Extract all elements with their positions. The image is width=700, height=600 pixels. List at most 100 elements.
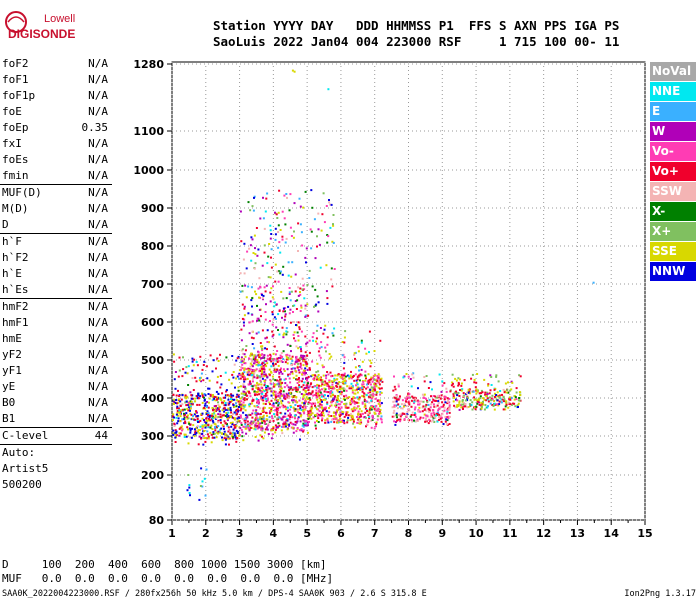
echo-point <box>300 306 303 309</box>
echo-point <box>175 431 178 434</box>
echo-point <box>191 417 194 420</box>
echo-point <box>405 397 408 400</box>
echo-point <box>274 409 277 412</box>
echo-point <box>318 410 321 413</box>
echo-point <box>333 327 336 330</box>
echo-point <box>266 398 269 401</box>
echo-point <box>282 265 285 268</box>
echo-point <box>201 394 204 397</box>
echo-point <box>401 407 404 410</box>
echo-point <box>300 304 303 307</box>
echo-point <box>201 392 204 395</box>
echo-point <box>288 418 291 421</box>
echo-point <box>457 377 460 380</box>
echo-point <box>336 421 339 424</box>
echo-point <box>255 227 258 229</box>
echo-point <box>349 376 352 379</box>
echo-point <box>447 415 450 418</box>
echo-point <box>172 413 175 416</box>
echo-point <box>297 358 300 361</box>
echo-point <box>480 392 483 395</box>
echo-point <box>231 437 234 440</box>
echo-point <box>341 412 344 415</box>
echo-point <box>471 408 474 411</box>
y-tick-label: 1100 <box>133 125 164 138</box>
echo-point <box>302 388 305 391</box>
echo-point <box>407 400 410 403</box>
echo-point <box>410 414 413 416</box>
echo-point <box>507 381 509 384</box>
echo-point <box>485 395 488 398</box>
echo-point <box>314 385 317 387</box>
echo-point <box>395 412 398 415</box>
echo-point <box>320 346 323 349</box>
echo-point <box>326 297 329 300</box>
echo-point <box>256 393 259 396</box>
echo-point <box>429 419 431 422</box>
echo-point <box>198 429 201 432</box>
echo-point <box>244 349 247 352</box>
echo-point <box>371 386 374 389</box>
echo-point <box>253 384 256 387</box>
echo-point <box>413 419 415 422</box>
echo-point <box>303 402 306 405</box>
echo-point <box>256 424 259 427</box>
echo-point <box>295 360 298 363</box>
echo-point <box>210 414 213 417</box>
echo-point <box>443 398 446 401</box>
echo-point <box>196 415 199 418</box>
legend-item-x-: X- <box>650 202 696 221</box>
echo-point <box>181 403 184 406</box>
echo-point <box>410 405 413 408</box>
echo-point <box>280 370 282 373</box>
echo-point <box>201 432 204 435</box>
echo-point <box>204 394 207 397</box>
echo-point <box>331 393 334 396</box>
echo-point <box>311 391 314 394</box>
echo-point <box>500 401 503 404</box>
echo-point <box>451 373 454 376</box>
echo-point <box>315 337 318 340</box>
echo-point <box>280 290 283 293</box>
echo-point <box>300 330 303 333</box>
echo-point <box>253 427 256 430</box>
echo-point <box>339 421 341 424</box>
echo-point <box>181 428 184 431</box>
echo-point <box>282 350 285 353</box>
echo-point <box>266 341 269 343</box>
echo-point <box>236 399 239 402</box>
echo-point <box>303 372 306 375</box>
echo-point <box>243 399 246 402</box>
echo-point <box>277 402 280 405</box>
echo-point <box>224 438 227 441</box>
echo-point <box>514 396 517 399</box>
echo-point <box>307 401 310 404</box>
echo-point <box>304 367 307 370</box>
echo-point <box>341 410 344 413</box>
echo-point <box>207 417 210 420</box>
echo-point <box>491 394 494 397</box>
echo-point <box>338 381 341 383</box>
echo-point <box>277 395 280 398</box>
echo-point <box>230 411 233 414</box>
echo-point <box>428 398 431 401</box>
echo-point <box>339 385 342 388</box>
echo-point <box>333 427 336 430</box>
echo-point <box>260 428 263 431</box>
echo-point <box>319 327 322 329</box>
echo-point <box>438 397 440 400</box>
x-tick-label: 13 <box>570 527 585 540</box>
echo-point <box>310 375 313 378</box>
echo-point <box>266 375 269 378</box>
echo-point <box>295 324 297 326</box>
echo-point <box>304 398 307 401</box>
echo-point <box>283 217 286 220</box>
echo-point <box>417 410 420 413</box>
echo-point <box>262 361 265 364</box>
echo-point <box>268 373 271 376</box>
echo-point <box>343 398 346 401</box>
echo-point <box>374 374 377 377</box>
logo-line1: Lowell <box>44 13 75 25</box>
echo-point <box>411 373 414 376</box>
echo-point <box>353 407 355 410</box>
